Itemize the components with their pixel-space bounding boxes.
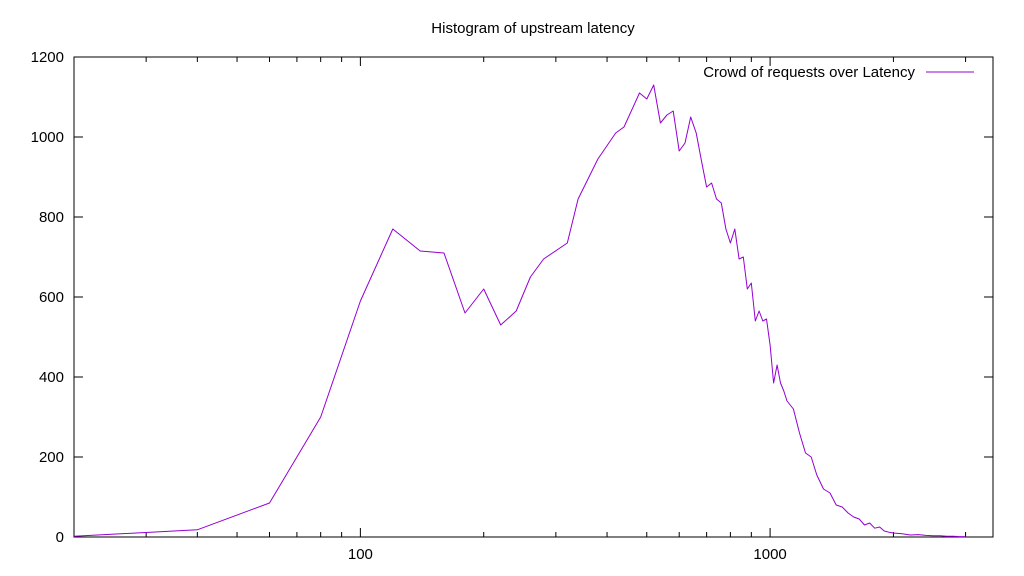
y-tick-label: 1000 xyxy=(31,129,64,146)
plot-frame xyxy=(73,56,994,538)
y-tick-label: 600 xyxy=(39,289,64,306)
x-axis: 100 1000 xyxy=(73,57,967,563)
y-tick-label: 0 xyxy=(56,529,64,546)
y-tick-label: 400 xyxy=(39,369,64,386)
series-line-0 xyxy=(73,84,966,538)
y-axis: 0 200 400 600 800 1000 1200 xyxy=(31,49,993,546)
x-tick-label: 1000 xyxy=(753,546,786,563)
y-tick-label: 1200 xyxy=(31,49,64,66)
y-tick-label: 200 xyxy=(39,449,64,466)
series-layer xyxy=(73,84,966,538)
y-tick-label: 800 xyxy=(39,209,64,226)
chart-title: Histogram of upstream latency xyxy=(431,20,635,37)
x-tick-label: 100 xyxy=(348,546,373,563)
legend: Crowd of requests over Latency xyxy=(703,64,974,81)
legend-label: Crowd of requests over Latency xyxy=(703,64,915,81)
